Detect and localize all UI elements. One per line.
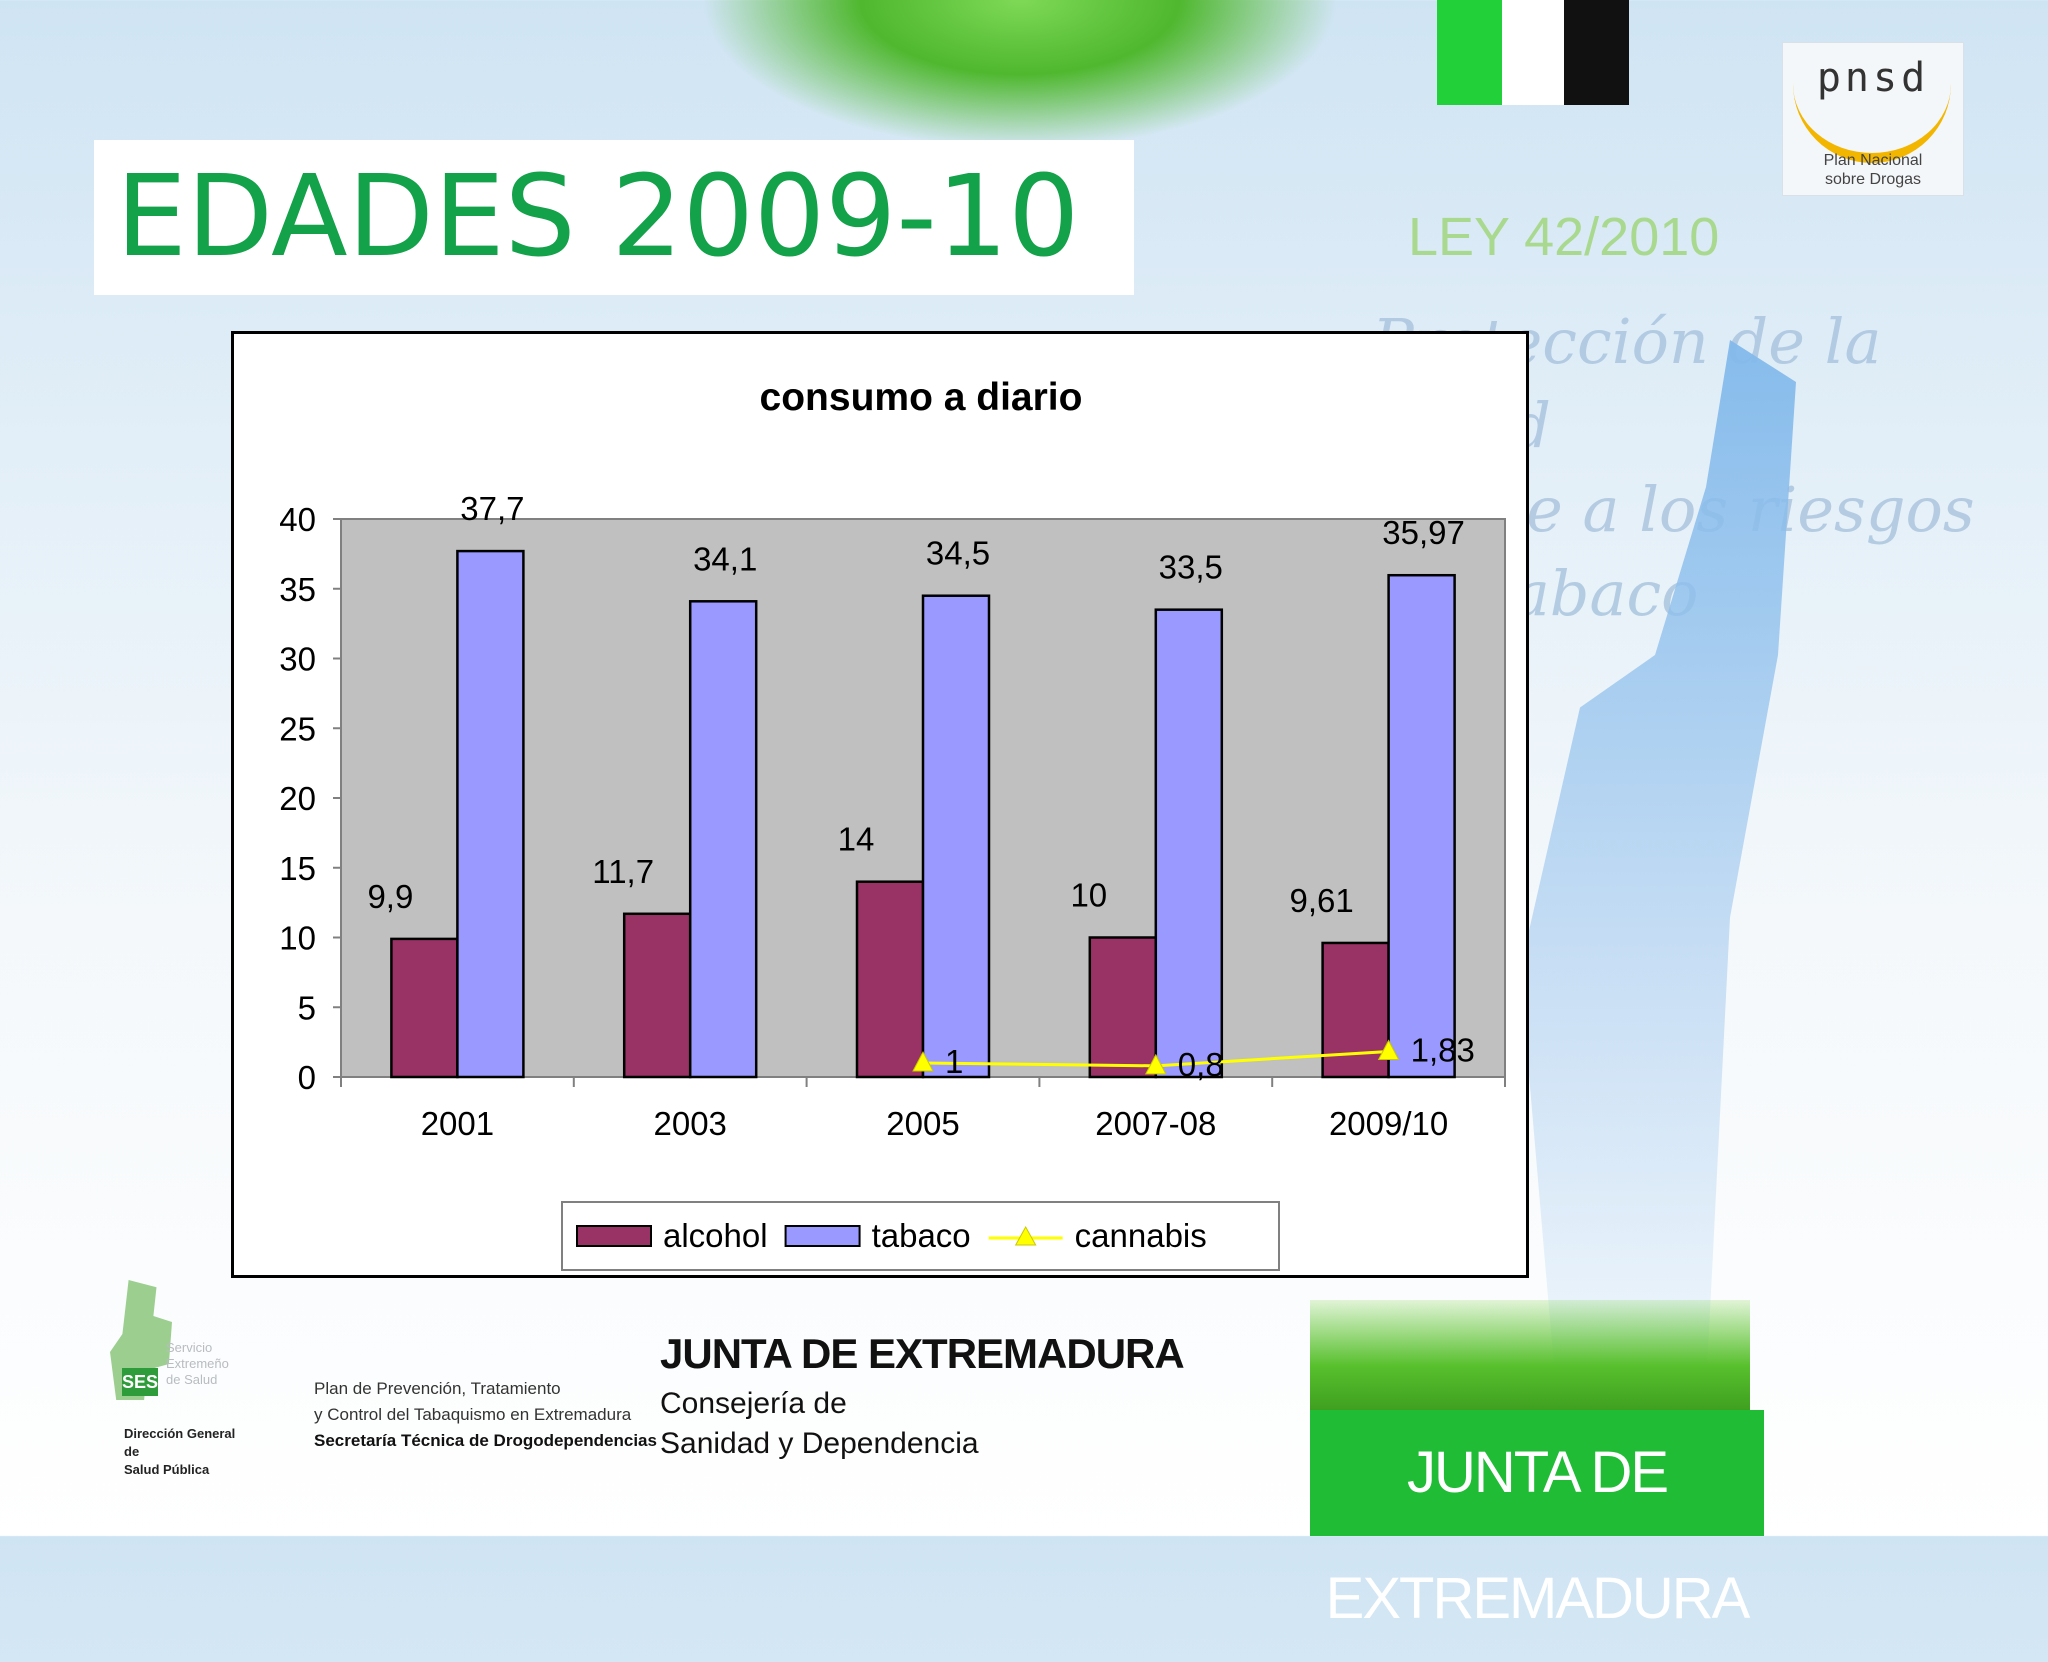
data-label-alcohol: 14 (838, 821, 875, 858)
bar-alcohol (1088, 936, 1158, 1079)
y-tick-label: 30 (279, 641, 316, 678)
bar-alcohol (855, 880, 925, 1079)
legend-label-alcohol: alcohol (663, 1217, 768, 1254)
ses-side-text: Servicio Extremeño de Salud (166, 1340, 229, 1388)
legend-swatch-tabaco (784, 1225, 861, 1247)
chart-frame: consumo a diario 0 5 10 15 20 25 30 35 40 2001 2003… (231, 331, 1529, 1278)
ses-side-line2: Extremeño (166, 1356, 229, 1371)
bar-alcohol (1321, 941, 1390, 1079)
marker-cannabis (1144, 1053, 1167, 1075)
bar-alcohol (390, 937, 459, 1079)
marker-cannabis (912, 1050, 934, 1072)
chart-svg: consumo a diario 0 5 10 15 20 25 30 35 40 2001 2003… (279, 376, 1506, 1271)
flag-stripe-green (1437, 0, 1502, 105)
y-tick-label: 20 (279, 780, 316, 817)
bar-tabaco (1154, 608, 1224, 1079)
x-tick-label: 2003 (653, 1105, 726, 1142)
ses-side-line1: Servicio (166, 1340, 213, 1355)
data-label-tabaco: 33,5 (1159, 549, 1223, 586)
bar-alcohol (622, 912, 692, 1079)
chart-title: consumo a diario (760, 376, 1083, 419)
plan-caption: Plan de Prevención, Tratamiento y Contro… (314, 1376, 657, 1454)
flag-stripe-black (1564, 0, 1629, 105)
pnsd-subtitle: Plan Nacional sobre Drogas (1783, 151, 1963, 189)
legend-label-tabaco: tabaco (872, 1217, 971, 1254)
junta-banner: JUNTA DE EXTREMADURA (1310, 1410, 1764, 1631)
junta-sub-line1: Consejería de (660, 1387, 847, 1420)
data-label-cannabis: 1,83 (1411, 1031, 1475, 1068)
data-label-tabaco: 34,5 (926, 535, 990, 572)
pnsd-sub-line1: Plan Nacional (1823, 152, 1923, 169)
legend-label-cannabis: cannabis (1075, 1217, 1207, 1254)
x-tick-label: 2009/10 (1329, 1105, 1448, 1142)
data-label-cannabis: 0,8 (1178, 1046, 1224, 1083)
junta-sub-line2: Sanidad y Dependencia (660, 1427, 979, 1460)
x-tick-label: 2005 (886, 1105, 959, 1142)
data-label-alcohol: 10 (1070, 877, 1107, 914)
data-label-alcohol: 11,7 (592, 853, 654, 890)
ses-caption-line2: Salud Pública (124, 1462, 210, 1477)
ses-caption-line1: Dirección General de (124, 1426, 236, 1459)
plan-line3: Secretaría Técnica de Drogodependencias (314, 1431, 657, 1450)
junta-title: JUNTA DE EXTREMADURA (660, 1330, 1185, 1377)
pnsd-arc-icon (1793, 83, 1951, 163)
plan-line2: y Control del Tabaquismo en Extremadura (314, 1405, 632, 1424)
slide-title: EDADES 2009-10 (94, 140, 1134, 295)
junta-logo-text: JUNTA DE EXTREMADURA Consejería de Sanid… (660, 1330, 1185, 1464)
ses-badge: SES (122, 1368, 158, 1396)
data-label-tabaco: 37,7 (460, 490, 524, 527)
data-label-alcohol: 9,61 (1289, 882, 1353, 919)
pnsd-logo: pnsd Plan Nacional sobre Drogas (1782, 42, 1964, 196)
y-tick-label: 0 (298, 1059, 316, 1096)
grass-decoration (1310, 1300, 1750, 1410)
legend (561, 1201, 1280, 1271)
bar-tabaco (456, 549, 525, 1079)
y-tick-label: 15 (279, 850, 316, 887)
bar-tabaco (688, 600, 758, 1079)
flag-stripe-white (1502, 0, 1564, 105)
x-tick-label: 2001 (421, 1105, 494, 1142)
ses-caption: Dirección General de Salud Pública (124, 1425, 246, 1479)
bar-tabaco (1387, 573, 1456, 1079)
plan-line1: Plan de Prevención, Tratamiento (314, 1379, 561, 1398)
data-label-tabaco: 35,97 (1382, 514, 1465, 551)
leaves-decoration (700, 0, 1340, 150)
data-label-cannabis: 1 (945, 1043, 963, 1080)
legend-marker-cannabis (1014, 1225, 1037, 1246)
pnsd-sub-line2: sobre Drogas (1824, 171, 1922, 188)
legend-swatch-alcohol (576, 1225, 652, 1247)
y-tick-label: 5 (298, 989, 316, 1026)
bar-tabaco (921, 594, 991, 1079)
y-tick-label: 25 (279, 710, 316, 747)
marker-cannabis (1377, 1039, 1400, 1060)
data-label-tabaco: 34,1 (693, 540, 757, 577)
ses-logo: SES Servicio Extremeño de Salud Direcció… (106, 1280, 246, 1477)
junta-subtitle: Consejería de Sanidad y Dependencia (660, 1384, 1184, 1464)
y-tick-label: 35 (279, 571, 316, 608)
data-label-alcohol: 9,9 (367, 878, 413, 915)
ses-side-line3: de Salud (166, 1372, 218, 1387)
x-tick-label: 2007-08 (1095, 1105, 1216, 1142)
y-tick-label: 40 (279, 501, 316, 538)
ley-label: LEY 42/2010 (1408, 207, 1720, 267)
y-tick-label: 10 (279, 920, 316, 957)
